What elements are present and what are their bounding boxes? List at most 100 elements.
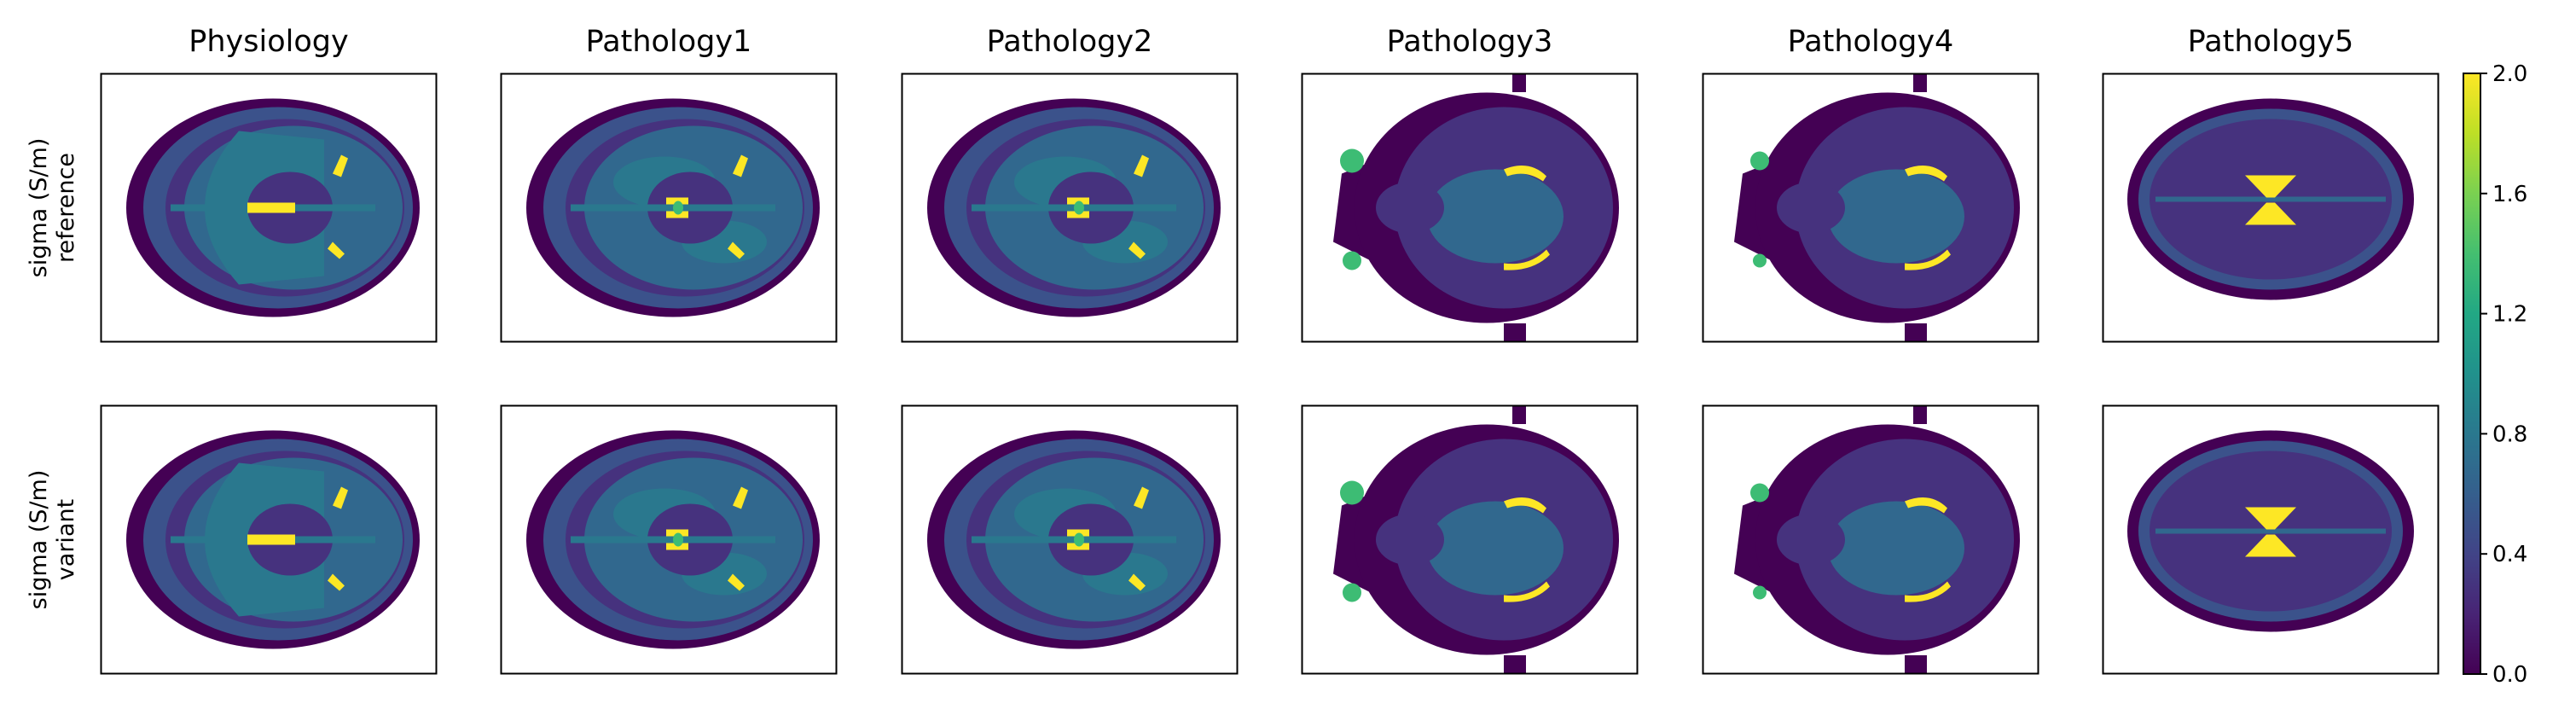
column-title: Physiology bbox=[189, 25, 348, 59]
panel-1-1 bbox=[500, 404, 838, 675]
panel-0-3 bbox=[1301, 73, 1639, 343]
ventricle bbox=[2245, 507, 2296, 530]
colorbar-gradient bbox=[2463, 73, 2480, 674]
panel-frame bbox=[1702, 404, 2039, 675]
colorbar-tick-label: 2.0 bbox=[2492, 61, 2527, 87]
temporal-horn bbox=[733, 154, 748, 177]
eye bbox=[1340, 148, 1364, 173]
ventricle bbox=[1504, 497, 1546, 514]
brainstem-region bbox=[1828, 501, 1964, 596]
ventricle bbox=[247, 534, 295, 545]
panel-1-2 bbox=[901, 404, 1239, 675]
panel-0-4 bbox=[1702, 73, 2039, 343]
panel-frame bbox=[500, 404, 838, 675]
brain-slice bbox=[2127, 98, 2414, 300]
lesion bbox=[673, 201, 683, 215]
ventricle bbox=[2245, 534, 2296, 557]
lesion bbox=[1074, 532, 1084, 547]
temporal-horn bbox=[733, 486, 748, 509]
brain-slice bbox=[526, 430, 820, 649]
brainstem-region bbox=[1427, 169, 1564, 264]
temporal-horn bbox=[1128, 241, 1146, 259]
eye bbox=[1750, 483, 1769, 503]
panel-frame bbox=[1301, 404, 1639, 675]
ventricle bbox=[1067, 529, 1089, 537]
panel-0-1 bbox=[500, 73, 838, 343]
temporal-horn bbox=[1134, 486, 1149, 509]
brain-slice bbox=[1734, 73, 2020, 342]
eye bbox=[1753, 253, 1767, 268]
temporal-horn bbox=[328, 241, 345, 259]
column-title: Pathology3 bbox=[1387, 25, 1553, 59]
brain-slice bbox=[126, 98, 420, 317]
column-title: Pathology2 bbox=[987, 25, 1153, 59]
panel-frame bbox=[1702, 73, 2039, 343]
temporal-horn bbox=[1128, 573, 1146, 591]
midline bbox=[2155, 528, 2386, 534]
colorbar: 0.0 0.4 0.8 1.2 1.6 2.0 bbox=[2463, 61, 2527, 688]
brain-slice bbox=[1333, 73, 1619, 342]
ventricle bbox=[1504, 249, 1550, 270]
temporal-horn bbox=[728, 573, 745, 591]
sinus bbox=[1376, 514, 1444, 566]
panel-frame bbox=[500, 73, 838, 343]
row-label: sigma (S/m)variant bbox=[26, 470, 79, 610]
column-title: Pathology4 bbox=[1788, 25, 1954, 59]
temporal-horn bbox=[1134, 154, 1149, 177]
brain-slice bbox=[2127, 430, 2414, 632]
panel-frame bbox=[1301, 73, 1639, 343]
panel-frame bbox=[901, 73, 1239, 343]
ventricle bbox=[1905, 166, 1947, 182]
neck-tissue bbox=[1512, 405, 1526, 424]
neck-tissue bbox=[1905, 655, 1927, 674]
brain-slice bbox=[126, 430, 420, 649]
panel-frame bbox=[2102, 73, 2440, 343]
brain-slice bbox=[1333, 405, 1619, 674]
panel-1-0 bbox=[100, 404, 438, 675]
ventricle bbox=[1905, 497, 1947, 514]
panel-0-0 bbox=[100, 73, 438, 343]
panel-1-4 bbox=[1702, 404, 2039, 675]
ventricle bbox=[1067, 211, 1089, 218]
ventricle bbox=[1905, 249, 1951, 270]
ventricle bbox=[1905, 581, 1951, 602]
ventricle bbox=[666, 197, 688, 205]
panel-frame bbox=[901, 404, 1239, 675]
neck-tissue bbox=[1913, 73, 1927, 92]
brain-slice bbox=[526, 98, 820, 317]
eye bbox=[1343, 583, 1361, 602]
neck-tissue bbox=[1504, 655, 1526, 674]
eye bbox=[1750, 151, 1769, 171]
panel-1-3 bbox=[1301, 404, 1639, 675]
row-label: sigma (S/m)reference bbox=[26, 138, 79, 278]
sinus bbox=[1777, 514, 1845, 566]
eye bbox=[1753, 585, 1767, 600]
ventricle bbox=[1067, 197, 1089, 205]
ventricle bbox=[1504, 166, 1546, 182]
eye bbox=[1340, 480, 1364, 505]
temporal-horn bbox=[328, 573, 345, 591]
sinus bbox=[1777, 182, 1845, 234]
ventricle bbox=[2245, 202, 2296, 225]
colorbar-tick-label: 1.2 bbox=[2492, 302, 2527, 328]
panel-frame bbox=[2102, 404, 2440, 675]
midline bbox=[2155, 196, 2386, 202]
ventricle bbox=[666, 543, 688, 550]
ventricle bbox=[2245, 175, 2296, 198]
colorbar-tick-label: 0.4 bbox=[2492, 542, 2527, 567]
ventricle bbox=[1067, 543, 1089, 550]
neck-tissue bbox=[1512, 73, 1526, 92]
panel-frame bbox=[100, 404, 438, 675]
temporal-horn bbox=[333, 486, 348, 509]
ventricle bbox=[247, 202, 295, 213]
brainstem-region bbox=[1828, 169, 1964, 264]
neck-tissue bbox=[1504, 323, 1526, 342]
brain-slice bbox=[927, 98, 1221, 317]
brain-slice bbox=[1734, 405, 2020, 674]
neck-tissue bbox=[1913, 405, 1927, 424]
neck-tissue bbox=[1905, 323, 1927, 342]
ventricle bbox=[1504, 581, 1550, 602]
sinus bbox=[1376, 182, 1444, 234]
temporal-horn bbox=[728, 241, 745, 259]
